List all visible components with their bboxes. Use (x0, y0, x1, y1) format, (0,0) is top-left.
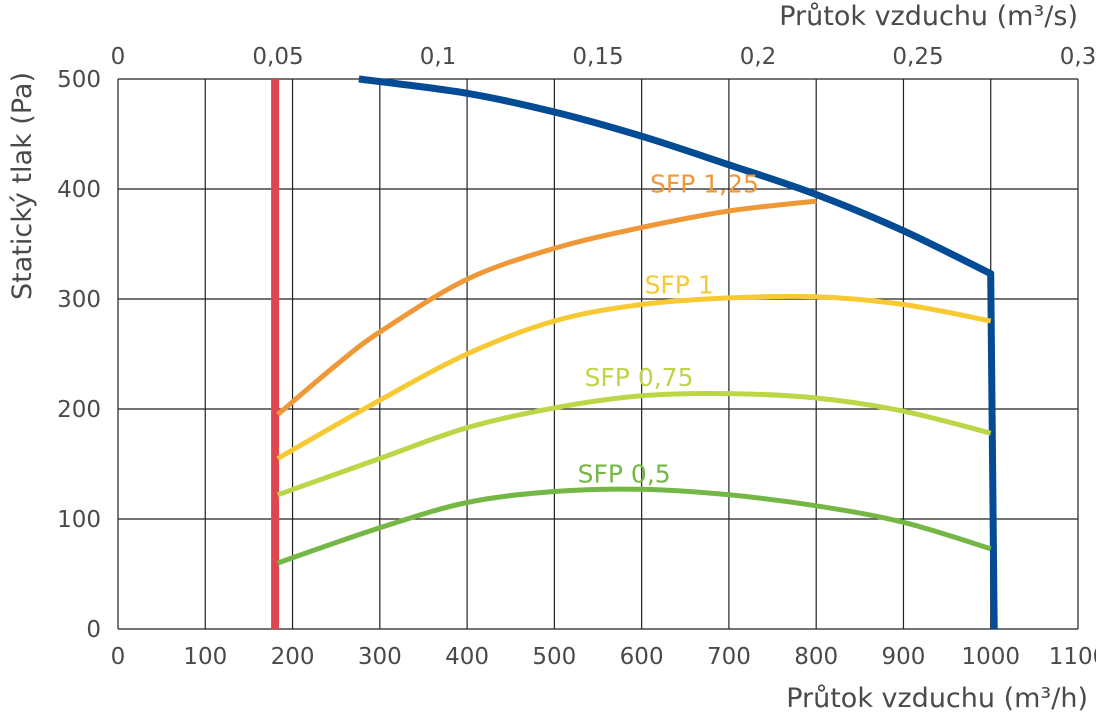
x-tick-label: 900 (882, 644, 926, 670)
y-tick-label: 200 (57, 397, 101, 423)
sfp-1-line (276, 293, 992, 461)
x-tick-label: 1000 (961, 644, 1020, 670)
top-x-tick-label: 0 (111, 44, 126, 70)
top-x-axis-ticks: 0 0,05 0,1 0,15 0,2 0,25 0,3 (111, 44, 1096, 70)
sfp-05-label: SFP 0,5 (578, 460, 671, 489)
sfp-125-line (276, 198, 817, 417)
top-x-axis-title: Průtok vzduchu (m³/s) (779, 1, 1078, 32)
top-x-tick-label: 0,1 (420, 44, 457, 70)
x-tick-label: 100 (183, 644, 227, 670)
y-tick-label: 0 (86, 617, 101, 643)
top-x-tick-label: 0,2 (740, 44, 777, 70)
sfp-125-label: SFP 1,25 (650, 169, 759, 198)
top-x-tick-label: 0,3 (1060, 44, 1096, 70)
y-tick-label: 100 (57, 507, 101, 533)
top-x-tick-label: 0,05 (252, 44, 303, 70)
y-tick-label: 300 (57, 287, 101, 313)
x-tick-label: 200 (271, 644, 315, 670)
sfp-075-label: SFP 0,75 (585, 363, 694, 392)
y-tick-label: 500 (57, 67, 101, 93)
x-tick-label: 600 (620, 644, 664, 670)
x-tick-label: 400 (445, 644, 489, 670)
sfp-075-line (276, 390, 992, 498)
y-tick-label: 400 (57, 177, 101, 203)
x-tick-label: 300 (358, 644, 402, 670)
fan-curve-line (358, 75, 998, 630)
x-tick-label: 500 (532, 644, 576, 670)
sfp-05-line (276, 486, 992, 566)
x-tick-label: 0 (111, 644, 126, 670)
sfp-1-label: SFP 1 (645, 271, 714, 300)
grid (117, 78, 1079, 630)
top-x-tick-label: 0,25 (892, 44, 943, 70)
x-tick-label: 700 (707, 644, 751, 670)
series-labels: SFP 1,25 SFP 1 SFP 0,75 SFP 0,5 (578, 169, 759, 488)
x-axis-title: Průtok vzduchu (m³/h) (786, 683, 1088, 714)
y-axis-ticks: 0 100 200 300 400 500 (57, 67, 101, 643)
top-x-tick-label: 0,15 (572, 44, 623, 70)
y-axis-title: Statický tlak (Pa) (7, 72, 38, 300)
series-group (271, 75, 998, 630)
x-tick-label: 800 (794, 644, 838, 670)
